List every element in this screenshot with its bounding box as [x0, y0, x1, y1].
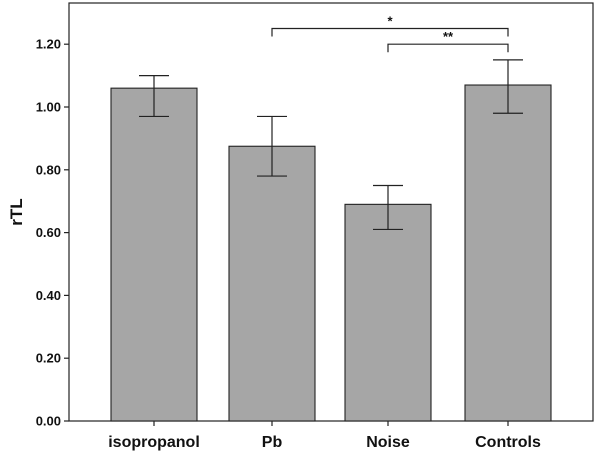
x-tick-label: Pb — [262, 434, 283, 451]
bars-group — [110, 84, 552, 422]
bar-controls — [464, 84, 552, 422]
bar-pb — [228, 145, 316, 422]
significance-group: *** — [271, 14, 509, 53]
y-tick-label: 0.60 — [36, 225, 61, 240]
significance-bracket — [387, 43, 509, 53]
y-tick-label: 1.20 — [36, 37, 61, 52]
y-tick-label: 0.80 — [36, 162, 61, 177]
x-axis: isopropanol Pb Noise Controls — [108, 421, 541, 451]
y-tick-label: 1.00 — [36, 100, 61, 115]
significance-label: * — [387, 14, 393, 29]
bar-noise — [344, 203, 432, 422]
x-tick-label: Controls — [475, 434, 541, 451]
y-axis-title: rTL — [7, 198, 26, 225]
plot-frame — [68, 2, 594, 422]
y-axis: 0.00 0.20 0.40 0.60 0.80 1.00 1.20 — [36, 37, 69, 429]
bar-isopropanol — [110, 87, 198, 422]
x-tick-label: isopropanol — [108, 434, 200, 451]
y-tick-label: 0.40 — [36, 288, 61, 303]
significance-bracket — [271, 27, 509, 37]
y-tick-label: 0.20 — [36, 351, 61, 366]
x-tick-label: Noise — [366, 434, 410, 451]
significance-label: ** — [443, 29, 454, 44]
y-tick-label: 0.00 — [36, 414, 61, 429]
error-bars-group — [139, 59, 523, 231]
